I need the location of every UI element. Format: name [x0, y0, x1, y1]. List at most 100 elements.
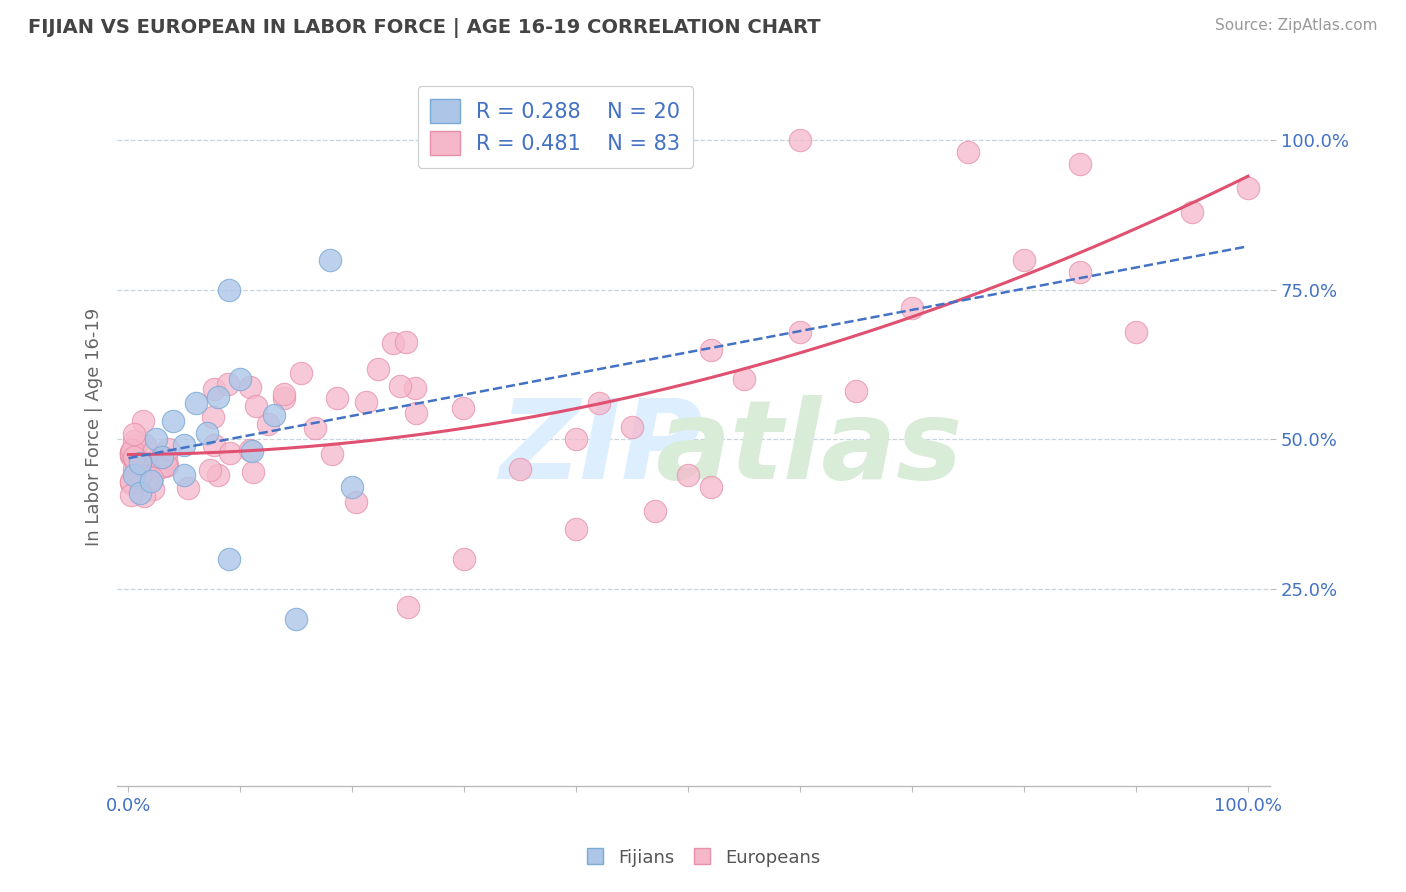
Point [202, 438, 225, 452]
Text: ZIP: ZIP [499, 395, 703, 502]
Point [1069, 265, 1091, 279]
Point [901, 301, 924, 315]
Point [565, 522, 588, 536]
Point [125, 438, 148, 452]
Point [388, 379, 411, 393]
Point [245, 399, 267, 413]
Point [957, 145, 980, 160]
Point [319, 252, 342, 267]
Point [240, 444, 263, 458]
Point [218, 552, 240, 566]
Point [129, 468, 152, 483]
Point [120, 475, 142, 489]
Point [451, 401, 474, 416]
Point [217, 376, 239, 391]
Point [155, 458, 177, 473]
Point [676, 468, 699, 483]
Point [238, 442, 260, 457]
Legend: R = 0.288    N = 20, R = 0.481    N = 83: R = 0.288 N = 20, R = 0.481 N = 83 [418, 87, 693, 168]
Point [176, 481, 198, 495]
Point [120, 447, 142, 461]
Point [136, 469, 159, 483]
Point [150, 450, 173, 465]
Point [121, 443, 143, 458]
Text: Source: ZipAtlas.com: Source: ZipAtlas.com [1215, 18, 1378, 33]
Point [125, 457, 148, 471]
Point [173, 438, 195, 452]
Point [509, 462, 531, 476]
Point [404, 381, 426, 395]
Point [565, 432, 588, 446]
Point [155, 450, 177, 465]
Point [367, 362, 389, 376]
Point [132, 489, 155, 503]
Point [173, 468, 195, 483]
Point [1069, 157, 1091, 171]
Point [128, 456, 150, 470]
Point [219, 445, 242, 459]
Point [229, 372, 252, 386]
Point [128, 453, 150, 467]
Point [789, 325, 811, 339]
Point [699, 343, 721, 357]
Point [162, 414, 184, 428]
Point [285, 612, 308, 626]
Point [405, 406, 427, 420]
Point [588, 396, 610, 410]
Point [257, 417, 280, 431]
Point [1181, 205, 1204, 219]
Point [132, 415, 155, 429]
Point [396, 599, 419, 614]
Point [321, 447, 343, 461]
Point [263, 409, 285, 423]
Point [354, 395, 377, 409]
Point [120, 445, 142, 459]
Point [139, 474, 162, 488]
Point [273, 387, 295, 401]
Point [1237, 181, 1260, 195]
Point [789, 133, 811, 147]
Point [120, 450, 142, 464]
Point [344, 495, 367, 509]
Point [394, 334, 416, 349]
Point [128, 468, 150, 483]
Point [120, 488, 142, 502]
Y-axis label: In Labor Force | Age 16-19: In Labor Force | Age 16-19 [86, 309, 103, 547]
Point [120, 476, 142, 491]
Point [156, 458, 179, 472]
Point [156, 442, 179, 457]
Point [120, 446, 142, 460]
Text: atlas: atlas [655, 395, 963, 502]
Point [621, 420, 644, 434]
Point [202, 410, 225, 425]
Point [304, 420, 326, 434]
Point [207, 391, 229, 405]
Point [122, 462, 145, 476]
Point [132, 456, 155, 470]
Point [239, 379, 262, 393]
Point [202, 382, 225, 396]
Point [381, 335, 404, 350]
Point [135, 473, 157, 487]
Point [1125, 325, 1147, 339]
Point [218, 283, 240, 297]
Point [122, 468, 145, 483]
Point [124, 426, 146, 441]
Point [150, 459, 173, 474]
Point [273, 391, 295, 405]
Point [198, 463, 221, 477]
Point [207, 468, 229, 483]
Point [699, 480, 721, 494]
Point [122, 450, 145, 464]
Legend: Fijians, Europeans: Fijians, Europeans [578, 841, 828, 874]
Point [141, 471, 163, 485]
Text: FIJIAN VS EUROPEAN IN LABOR FORCE | AGE 16-19 CORRELATION CHART: FIJIAN VS EUROPEAN IN LABOR FORCE | AGE … [28, 18, 821, 37]
Point [845, 384, 868, 399]
Point [184, 396, 207, 410]
Point [326, 391, 349, 405]
Point [195, 426, 218, 441]
Point [148, 450, 170, 465]
Point [644, 504, 666, 518]
Point [733, 372, 755, 386]
Point [290, 366, 312, 380]
